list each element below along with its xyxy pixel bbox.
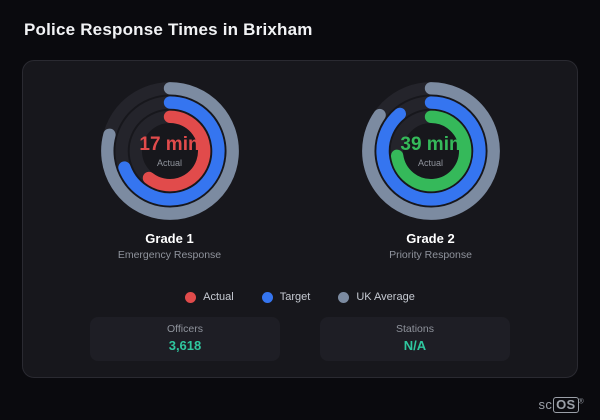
uk-average-dot-icon bbox=[338, 291, 350, 303]
stat-value: 3,618 bbox=[168, 338, 202, 353]
stat-officers: Officers 3,618 bbox=[90, 317, 280, 361]
legend-item-actual: Actual bbox=[185, 291, 234, 303]
gauge-subtitle: Emergency Response bbox=[117, 249, 222, 261]
target-dot-icon bbox=[261, 291, 273, 303]
gauge-title: Grade 1 bbox=[145, 231, 194, 246]
gauge-grade-2-chart: 39 min Actual bbox=[355, 75, 507, 227]
legend-item-target: Target bbox=[261, 291, 311, 303]
gauges-row: 17 min Actual Grade 1 Emergency Response… bbox=[39, 75, 561, 281]
gauge-subtitle: Priority Response bbox=[389, 249, 472, 261]
legend-item-uk-average: UK Average bbox=[338, 291, 415, 303]
registered-mark: ® bbox=[578, 398, 584, 406]
brand-suffix: OS bbox=[553, 396, 579, 413]
dashboard-card: 17 min Actual Grade 1 Emergency Response… bbox=[22, 60, 578, 378]
brand-prefix: sc bbox=[538, 396, 553, 412]
legend-label: Actual bbox=[203, 291, 234, 303]
gauge-grade-2: 39 min Actual Grade 2 Priority Response bbox=[316, 75, 546, 261]
gauge-title: Grade 2 bbox=[406, 231, 455, 246]
actual-dot-icon bbox=[185, 291, 197, 303]
stat-label: Stations bbox=[396, 323, 434, 335]
legend: Actual Target UK Average bbox=[39, 291, 561, 303]
legend-label: Target bbox=[279, 291, 311, 303]
gauge-grade-1-arcs bbox=[100, 82, 239, 220]
page-title: Police Response Times in Brixham bbox=[24, 20, 313, 39]
stat-stations: Stations N/A bbox=[320, 317, 510, 361]
gauge-grade-2-arcs bbox=[361, 82, 500, 220]
stats-row: Officers 3,618 Stations N/A bbox=[39, 317, 561, 361]
scos-logo: sc OS ® bbox=[538, 396, 584, 413]
gauge-grade-1-chart: 17 min Actual bbox=[94, 75, 246, 227]
legend-label: UK Average bbox=[356, 291, 415, 303]
stat-label: Officers bbox=[167, 323, 203, 335]
gauge-grade-1: 17 min Actual Grade 1 Emergency Response bbox=[55, 75, 285, 261]
stat-value: N/A bbox=[403, 338, 427, 353]
